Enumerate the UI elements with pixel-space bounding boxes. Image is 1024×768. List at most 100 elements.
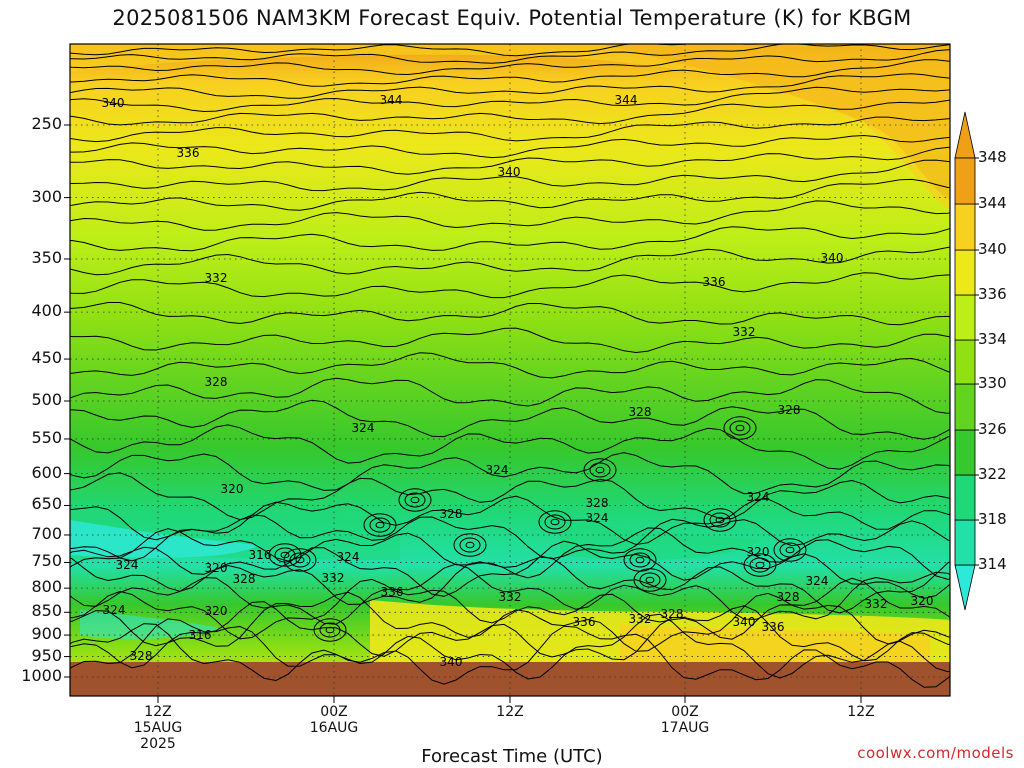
contour-line	[70, 246, 950, 276]
contour-label: 328	[629, 405, 652, 419]
contour-cell	[363, 513, 397, 537]
contour-label: 324	[116, 558, 139, 572]
contour-line	[70, 134, 950, 159]
x-axis-title: Forecast Time (UTC)	[421, 746, 603, 767]
contour-label: 332	[205, 271, 228, 285]
contour-label: 320	[911, 594, 934, 608]
contour-label: 336	[177, 146, 200, 160]
contour-label: 332	[733, 325, 756, 339]
colorbar-swatch	[954, 157, 976, 205]
contour-label: 336	[573, 615, 596, 629]
colorbar-label: 348	[978, 148, 1007, 166]
contour-line	[70, 59, 950, 87]
x-tick-label: 12Z	[847, 704, 875, 720]
contour-label: 328	[440, 507, 463, 521]
contour-cell	[453, 533, 487, 557]
contour-line	[70, 514, 950, 562]
contour-label: 344	[615, 93, 638, 107]
colorbar-label: 326	[978, 420, 1007, 438]
contour-label: 324	[352, 421, 375, 435]
contour-line	[70, 613, 950, 680]
y-tick-label: 600	[31, 462, 62, 482]
contour-label: 328	[778, 403, 801, 417]
contour-label: 324	[586, 511, 609, 525]
contour-label: 340	[440, 655, 463, 669]
x-tick-label: 00Z	[320, 704, 348, 720]
contour-label: 328	[661, 607, 684, 621]
contour-label: 328	[130, 649, 153, 663]
contour-cell	[538, 510, 572, 534]
contour-label: 324	[806, 574, 829, 588]
contour-cell	[639, 572, 661, 588]
contour-cell	[375, 521, 385, 529]
contour-cell	[280, 551, 290, 559]
credit-link[interactable]: coolwx.com/models	[857, 744, 1014, 762]
contour-label: 316	[249, 548, 272, 562]
contour-line	[70, 452, 950, 495]
contour-cell	[283, 548, 317, 572]
contour-cell	[465, 541, 475, 549]
contour-line	[70, 86, 950, 113]
contour-cell	[268, 543, 302, 567]
colorbar-label: 340	[978, 240, 1007, 258]
contour-label: 328	[205, 375, 228, 389]
contour-cell	[313, 618, 347, 642]
contour-label: 332	[865, 597, 888, 611]
contour-line	[70, 577, 950, 640]
contour-cell	[589, 462, 611, 478]
contour-cell	[633, 568, 667, 592]
y-tick-label: 700	[31, 523, 62, 543]
x-tick-label: 00Z 16AUG	[289, 704, 379, 736]
y-tick-label: 950	[31, 645, 62, 665]
contour-label: 320	[205, 561, 228, 575]
contour-cell	[410, 496, 420, 504]
contour-line	[70, 146, 950, 175]
contour-cell	[749, 557, 771, 573]
contour-label: 320	[221, 482, 244, 496]
contour-line	[70, 272, 950, 299]
contour-cell	[735, 424, 745, 432]
colorbar-label: 336	[978, 285, 1007, 303]
colorbar-label: 334	[978, 330, 1007, 348]
colorbar-swatch	[954, 383, 976, 431]
contour-cell	[743, 553, 777, 577]
colorbar-label: 322	[978, 465, 1007, 483]
contour-line	[70, 540, 950, 599]
contour-label: 324	[747, 490, 770, 504]
contour-line	[70, 44, 762, 57]
contour-line	[70, 399, 950, 440]
contour-label: 340	[498, 165, 521, 179]
contour-line	[70, 116, 950, 143]
x-tick-label: 12Z	[496, 704, 524, 720]
y-tick-label: 400	[31, 301, 62, 321]
y-tick-label: 450	[31, 348, 62, 368]
x-tick-label: 12Z	[816, 704, 906, 720]
colorbar-label: 330	[978, 374, 1007, 392]
contour-label: 324	[486, 463, 509, 477]
contour-line	[70, 99, 950, 126]
contour-label: 316	[189, 628, 212, 642]
x-tick-label: 12Z 15AUG 2025	[113, 704, 203, 752]
colorbar-label: 344	[978, 194, 1007, 212]
contour-cell	[595, 466, 605, 474]
contour-cell	[295, 556, 305, 564]
colorbar-swatch	[954, 203, 976, 251]
contour-label: 324	[337, 550, 360, 564]
contour-line	[70, 302, 950, 326]
x-tick-sub: 16AUG	[309, 720, 359, 736]
contour-cell	[325, 626, 335, 634]
x-tick-label: 00Z	[671, 704, 699, 720]
contour-line	[70, 591, 950, 652]
x-tick-label: 12Z	[144, 704, 172, 720]
x-tick-marks	[157, 696, 862, 703]
contour-line	[70, 563, 950, 625]
colorbar-swatch	[954, 519, 976, 566]
contour-cell	[544, 514, 566, 530]
y-tick-label: 500	[31, 390, 62, 409]
colorbar-swatch	[954, 339, 976, 385]
contour-cell	[289, 552, 311, 568]
colorbar	[954, 111, 979, 611]
contour-label: 328	[233, 572, 256, 586]
x-tick-sub: 15AUG	[133, 720, 183, 736]
chart-title: 2025081506 NAM3KM Forecast Equiv. Potent…	[112, 6, 912, 30]
